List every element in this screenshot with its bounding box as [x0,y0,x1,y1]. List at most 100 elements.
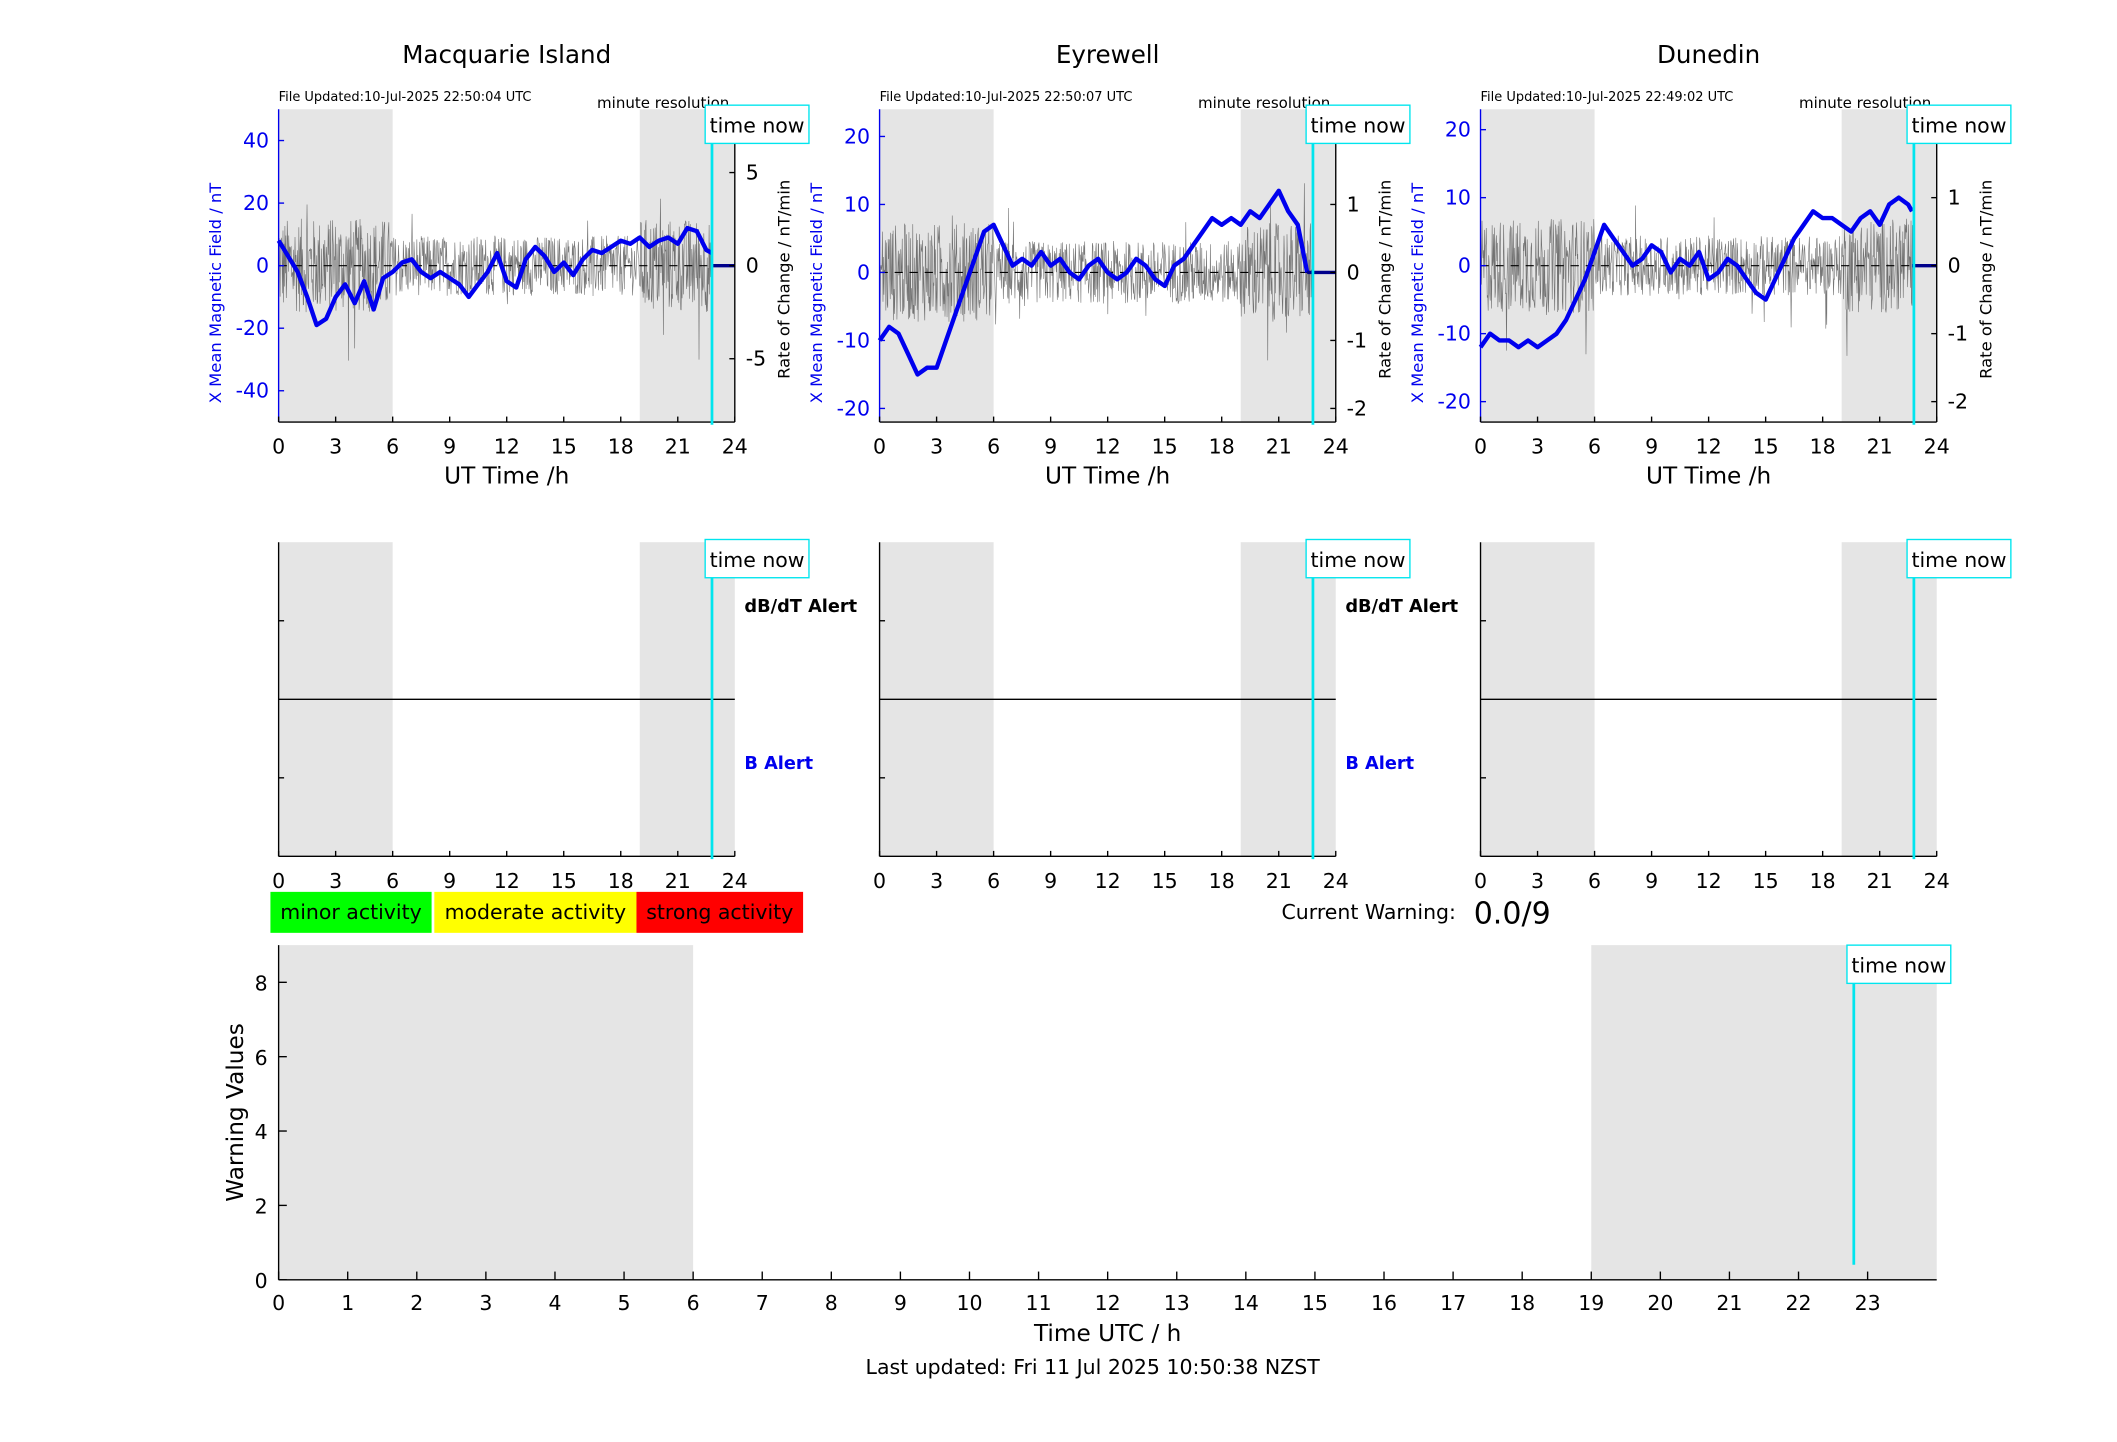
y-tick-label-left: 40 [243,128,269,152]
file-updated-label: File Updated:10-Jul-2025 22:50:04 UTC [279,90,532,105]
legend-label: strong activity [646,900,793,924]
dbdt-alert-label: dB/dT Alert [1345,597,1458,617]
x-tick-label: 9 [1645,869,1658,893]
rate-of-change-trace [879,183,1314,361]
x-tick-label: 24 [1924,869,1950,893]
b-alert-label: B Alert [1345,754,1414,774]
x-tick-label: 0 [1474,869,1487,893]
x-tick-label: 6 [987,434,1000,458]
current-warning-value: 0.0/9 [1474,896,1551,931]
y-tick-label-left: -10 [837,328,870,352]
y-tick-label-left: 0 [1458,253,1471,277]
y-tick-label-left: -20 [837,396,870,420]
b-alert-label: B Alert [744,754,813,774]
x-tick-label: 0 [272,869,285,893]
y-axis-title-left: X Mean Magnetic Field / nT [1408,182,1427,404]
x-tick-label: 14 [1233,1291,1259,1315]
y-tick-label-right: 1 [1948,185,1961,209]
y-tick-label-left: 20 [1445,117,1471,141]
panel-title: Eyrewell [1056,40,1160,69]
x-tick-label: 24 [1924,434,1950,458]
y-tick-label-right: 1 [1347,192,1360,216]
y-axis-title-right: Rate of Change / nT/min [774,180,793,379]
x-tick-label: 21 [1867,869,1893,893]
activity-legend: minor activity moderate activity strong ac… [270,891,804,933]
y-tick-label-right: -2 [1948,389,1968,413]
alert-panel-1: 0 3 6 9 12 15 18 21 24 dB/dT Alert B Alert [873,542,1459,893]
x-tick-label: 2 [410,1291,423,1315]
legend-swatch [434,891,637,933]
night-shading [1240,109,1336,423]
x-tick-label: 15 [1152,869,1178,893]
x-tick-label: 15 [1302,1291,1328,1315]
x-tick-label: 15 [1753,434,1779,458]
x-tick-label: 8 [825,1291,838,1315]
x-tick-label: 12 [1095,1291,1121,1315]
current-warning-label: Current Warning: [1282,900,1456,924]
y-tick-label-left: 20 [243,191,269,215]
x-tick-label: 18 [608,869,634,893]
y-tick-label-left: 0 [256,253,269,277]
x-tick-label: 15 [1753,869,1779,893]
y-axis-title-right: Rate of Change / nT/min [1375,180,1394,379]
y-tick-label-right: -1 [1347,328,1367,352]
y-axis-title-right: Rate of Change / nT/min [1976,180,1995,379]
y-axis-title-left: X Mean Magnetic Field / nT [807,182,826,404]
y-tick-label-left: 10 [844,192,870,216]
panel-title: Macquarie Island [402,40,611,69]
x-tick-label: 0 [272,434,285,458]
y-tick-label-right: -2 [1347,396,1367,420]
x-tick-label: 13 [1164,1291,1190,1315]
time-now-marker: time now [1906,104,2012,425]
x-tick-label: 10 [956,1291,982,1315]
resolution-label: minute resolution [1198,94,1330,112]
y-tick-label-left: -40 [236,379,269,403]
time-now-label: time now [710,548,805,572]
x-tick-label: 9 [1044,869,1057,893]
time-now-label: time now [1311,548,1406,572]
y-tick-label-right: 0 [1948,253,1961,277]
x-tick-label: 21 [1266,869,1292,893]
x-tick-label: 21 [1867,434,1893,458]
x-tick-label: 9 [894,1291,907,1315]
x-tick-label: 18 [1209,869,1235,893]
x-tick-label: 18 [608,434,634,458]
x-tick-label: 9 [443,434,456,458]
x-tick-label: 3 [479,1291,492,1315]
file-updated-label: File Updated:10-Jul-2025 22:50:07 UTC [880,90,1133,105]
x-axis-title: Time UTC / h [1033,1320,1181,1347]
time-now-label: time now [1911,113,2006,137]
time-now-box [704,104,810,145]
night-shading [1591,945,1937,1280]
alert-panel-0: 0 3 6 9 12 15 18 21 24 dB/dT Alert B Alert [272,542,858,893]
x-tick-label: 0 [1474,434,1487,458]
y-tick-label-left: 10 [1445,185,1471,209]
x-tick-label: 21 [665,434,691,458]
resolution-label: minute resolution [597,94,729,112]
time-now-marker: time now [1846,944,1952,1265]
x-tick-label: 6 [1588,434,1601,458]
x-axis-title: UT Time /h [1045,462,1170,489]
x-tick-label: 6 [687,1291,700,1315]
x-tick-label: 12 [1696,869,1722,893]
x-tick-label: 3 [930,869,943,893]
time-now-label: time now [1311,113,1406,137]
magnetometer-panel-2: 03691215182124-20-1001020-2-1012DunedinF… [1408,40,1995,490]
y-tick-label-left: -20 [1438,389,1471,413]
time-now-marker: time now [704,104,810,425]
x-tick-label: 19 [1578,1291,1604,1315]
y-tick-label: 2 [255,1195,268,1219]
x-axis-title: UT Time /h [444,462,569,489]
dbdt-alert-label: dB/dT Alert [744,597,857,617]
x-tick-label: 4 [548,1291,561,1315]
x-tick-label: 24 [722,434,748,458]
x-tick-label: 0 [873,434,886,458]
time-now-label: time now [1851,953,1946,977]
x-tick-label: 6 [386,869,399,893]
time-now-marker: time now [704,538,810,860]
x-tick-label: 24 [1323,869,1349,893]
x-tick-label: 15 [1152,434,1178,458]
last-updated-footer: Last updated: Fri 11 Jul 2025 10:50:38 N… [866,1355,1321,1379]
